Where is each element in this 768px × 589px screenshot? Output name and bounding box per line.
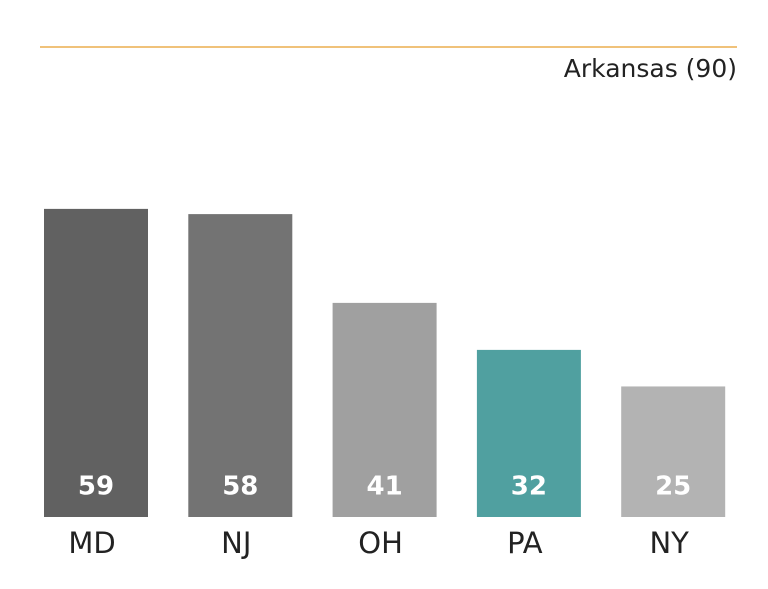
value-label: 32 [511,472,547,502]
bar [621,386,726,517]
x-tick-label: NY [649,526,689,560]
reference-label: Arkansas (90) [564,54,737,83]
bar [44,208,148,517]
value-label: 41 [367,472,403,502]
x-tick-label: NJ [221,526,251,560]
bar [332,302,437,517]
value-label: 59 [78,472,114,502]
value-label: 25 [655,472,691,502]
value-label: 58 [222,472,258,502]
x-tick-label: OH [358,526,403,560]
x-tick-label: PA [507,526,543,560]
bar [476,349,581,517]
x-tick-label: MD [68,526,115,560]
bar [188,214,293,517]
